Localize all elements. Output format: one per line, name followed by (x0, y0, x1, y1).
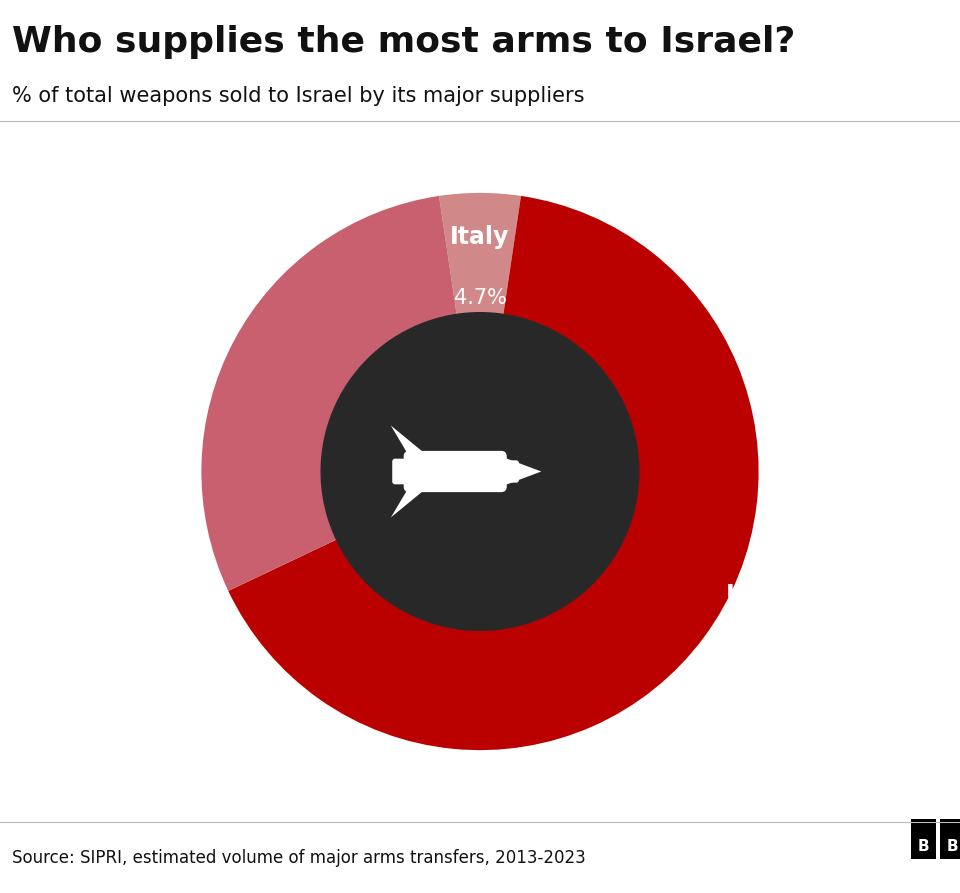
Text: Who supplies the most arms to Israel?: Who supplies the most arms to Israel? (12, 25, 796, 59)
Circle shape (322, 313, 638, 630)
Text: B: B (947, 839, 958, 854)
Wedge shape (439, 193, 521, 314)
Text: US: US (726, 583, 762, 607)
Polygon shape (501, 456, 541, 487)
Text: Source: SIPRI, estimated volume of major arms transfers, 2013-2023: Source: SIPRI, estimated volume of major… (12, 849, 587, 867)
Text: 65.6%: 65.6% (726, 651, 792, 672)
Wedge shape (228, 196, 758, 750)
Text: Italy: Italy (450, 225, 510, 248)
FancyBboxPatch shape (393, 459, 415, 484)
FancyBboxPatch shape (498, 461, 519, 482)
FancyBboxPatch shape (911, 819, 936, 859)
Text: 4.7%: 4.7% (453, 288, 507, 307)
Text: % of total weapons sold to Israel by its major suppliers: % of total weapons sold to Israel by its… (12, 87, 585, 106)
Wedge shape (202, 196, 457, 591)
Text: B: B (918, 839, 929, 854)
Polygon shape (391, 487, 428, 517)
FancyBboxPatch shape (403, 451, 507, 492)
FancyBboxPatch shape (940, 819, 960, 859)
Text: Germany: Germany (93, 306, 213, 330)
Polygon shape (391, 426, 428, 456)
Text: 29.7%: 29.7% (147, 363, 213, 384)
